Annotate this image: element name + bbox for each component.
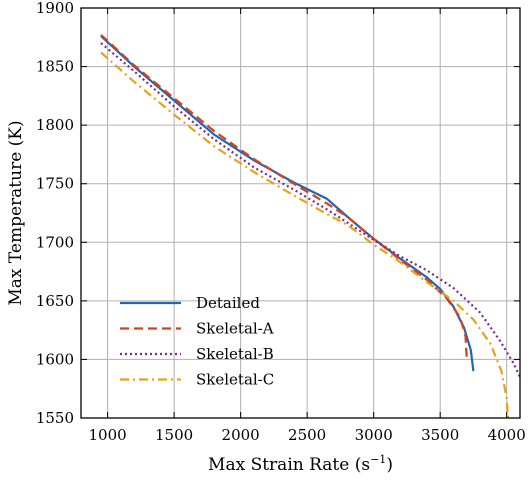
x-tick-label: 2500 [288, 426, 326, 444]
series-layer [100, 34, 520, 418]
y-tick-label: 1550 [36, 409, 74, 427]
grid [81, 7, 520, 419]
ticks: 1000 1500 2000 2500 3000 3500 4000 1550 1600 1650… [36, 0, 526, 444]
legend: Detailed Skeletal-A Skeletal-B Skeletal-C [120, 294, 274, 389]
series-line-skeletal-a [100, 34, 468, 360]
x-tick-label: 2000 [222, 426, 260, 444]
series-line-skeletal-c [100, 51, 510, 418]
y-axis-label: Max Temperature (K) [6, 120, 26, 305]
x-tick-label: 3000 [355, 426, 393, 444]
series-line-detailed [100, 35, 475, 372]
y-tick-label: 1900 [36, 0, 74, 17]
legend-label: Detailed [196, 294, 260, 312]
plot-frame [80, 7, 521, 419]
series-line-skeletal-b [100, 42, 520, 378]
legend-label: Skeletal-B [196, 345, 274, 363]
y-tick-label: 1650 [36, 292, 74, 310]
x-tick-label: 1500 [155, 426, 193, 444]
y-tick-label: 1850 [36, 58, 74, 76]
legend-label: Skeletal-C [196, 371, 274, 389]
x-axis-label: Max Strain Rate (s−1) [208, 453, 393, 475]
y-tick-label: 1750 [36, 175, 74, 193]
x-tick-label: 1000 [89, 426, 127, 444]
legend-label: Skeletal-A [196, 320, 274, 338]
y-tick-label: 1800 [36, 116, 74, 134]
y-tick-label: 1700 [36, 233, 74, 251]
y-tick-label: 1600 [36, 350, 74, 368]
x-tick-label: 3500 [421, 426, 459, 444]
x-tick-label: 4000 [488, 426, 526, 444]
